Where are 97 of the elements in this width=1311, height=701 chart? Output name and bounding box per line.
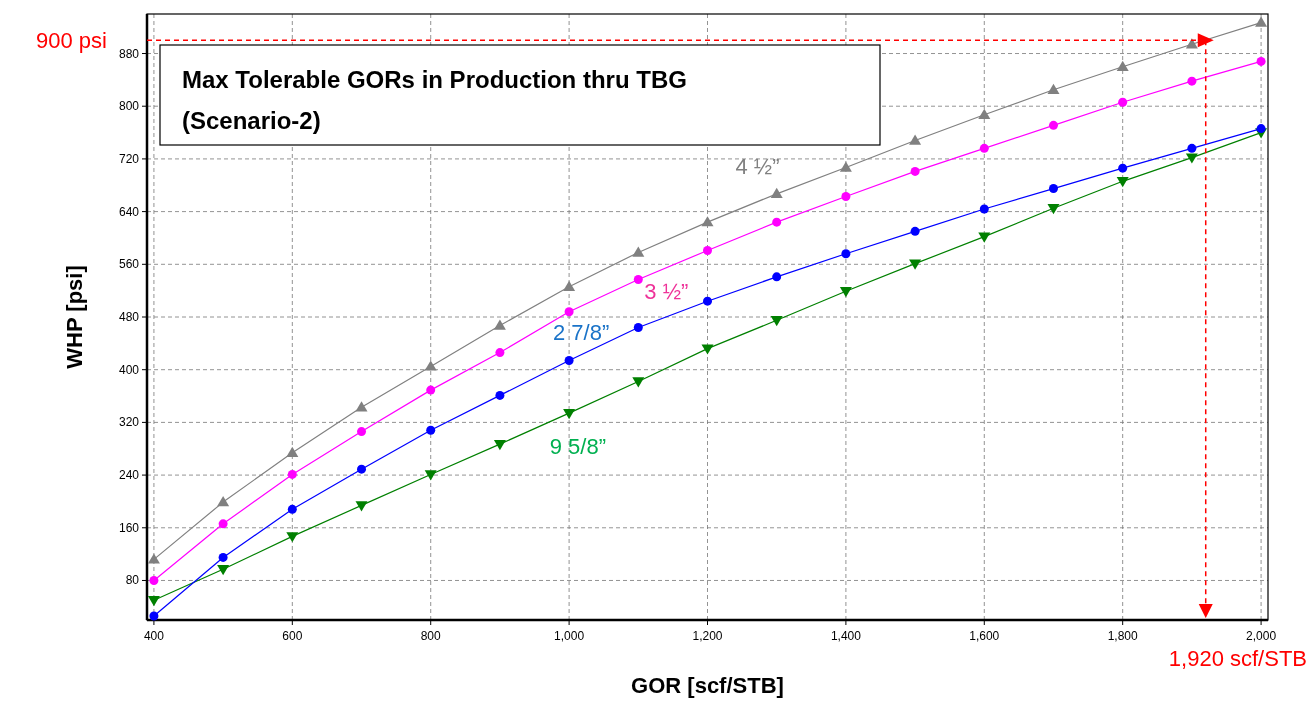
point [355, 501, 368, 512]
x-tick-label: 1,200 [692, 629, 723, 643]
point [1048, 184, 1058, 194]
point [218, 519, 228, 529]
y-tick-label: 880 [118, 46, 140, 61]
point [909, 134, 922, 145]
point [1118, 163, 1128, 173]
y-tick-label: 240 [118, 468, 140, 483]
text: Max Tolerable GORs in Production thru TBG [182, 66, 687, 93]
point [1116, 177, 1129, 188]
x-tick-label: 600 [282, 629, 303, 643]
point [703, 245, 712, 255]
y-tick-label: 720 [118, 151, 140, 166]
y-tick-label: 560 [118, 257, 140, 272]
point [633, 323, 643, 333]
point [632, 246, 645, 257]
point [1187, 76, 1197, 86]
point [147, 596, 160, 607]
point [217, 565, 230, 576]
point [1187, 143, 1197, 153]
point [772, 217, 782, 227]
point [493, 319, 506, 330]
point [910, 226, 920, 236]
point [1185, 153, 1198, 164]
x-tick-label: 1,000 [554, 629, 585, 643]
x-tick-label: 1,800 [1107, 629, 1139, 643]
point [1118, 97, 1128, 107]
point [979, 204, 989, 214]
y-tick-label: 80 [125, 573, 140, 588]
point [1048, 120, 1058, 130]
point [564, 355, 574, 365]
point [1255, 16, 1268, 27]
series-label: 2 7/8” [552, 320, 610, 346]
point [1256, 56, 1266, 66]
point [493, 439, 506, 451]
point [357, 464, 367, 474]
point [633, 274, 643, 284]
x-tick-label: 1,400 [830, 629, 862, 643]
text: (Scenario-2) [182, 107, 321, 134]
y-tick-label: 480 [118, 310, 140, 324]
point [286, 446, 299, 457]
point [495, 390, 505, 400]
series-label: 4 ½” [735, 154, 780, 180]
point [1047, 83, 1060, 94]
ref-line-label: 900 psi [36, 28, 107, 54]
point [424, 470, 437, 481]
point [978, 232, 991, 243]
series-label: 3 ½” [644, 279, 689, 305]
point [701, 344, 714, 355]
point [841, 249, 851, 259]
point [1047, 204, 1060, 215]
y-tick-label: 800 [118, 99, 140, 114]
x-axis-title: GOR [scf/STB] [631, 673, 784, 698]
point [563, 280, 576, 291]
series-label: 9 5/8” [549, 434, 607, 460]
y-tick-label: 640 [118, 204, 140, 219]
point [424, 360, 437, 371]
x-tick-label: 800 [420, 629, 442, 643]
point [287, 469, 297, 479]
point [426, 385, 436, 395]
point [839, 161, 852, 172]
point [770, 316, 783, 327]
point [1185, 38, 1198, 49]
x-tick-label: 2,000 [1246, 629, 1277, 643]
point [772, 272, 782, 282]
point [149, 611, 159, 621]
x-tick-label: 1,600 [969, 629, 1000, 643]
y-tick-label: 400 [118, 362, 140, 377]
point [355, 401, 368, 412]
x-tick-label: 400 [143, 629, 165, 643]
y-tick-label: 320 [118, 415, 140, 430]
point [632, 377, 645, 388]
point [909, 259, 922, 270]
point [701, 216, 714, 227]
point [357, 427, 367, 437]
point [426, 425, 436, 435]
point [839, 287, 852, 298]
point [563, 408, 576, 420]
point [217, 496, 230, 507]
point [978, 108, 991, 119]
point [770, 187, 783, 199]
point [1256, 124, 1266, 134]
point [841, 191, 851, 201]
point [286, 532, 299, 543]
point [218, 552, 228, 562]
point [703, 296, 712, 306]
point [910, 166, 920, 176]
point [149, 575, 159, 585]
point [564, 307, 574, 317]
y-tick-label: 160 [118, 520, 140, 535]
point [147, 553, 160, 564]
ref-line-label: 1,920 scf/STB [1168, 646, 1307, 671]
point [495, 348, 505, 358]
point [1116, 60, 1129, 71]
point [979, 143, 989, 153]
y-axis-title: WHP [psi] [62, 265, 87, 369]
point [287, 504, 297, 514]
